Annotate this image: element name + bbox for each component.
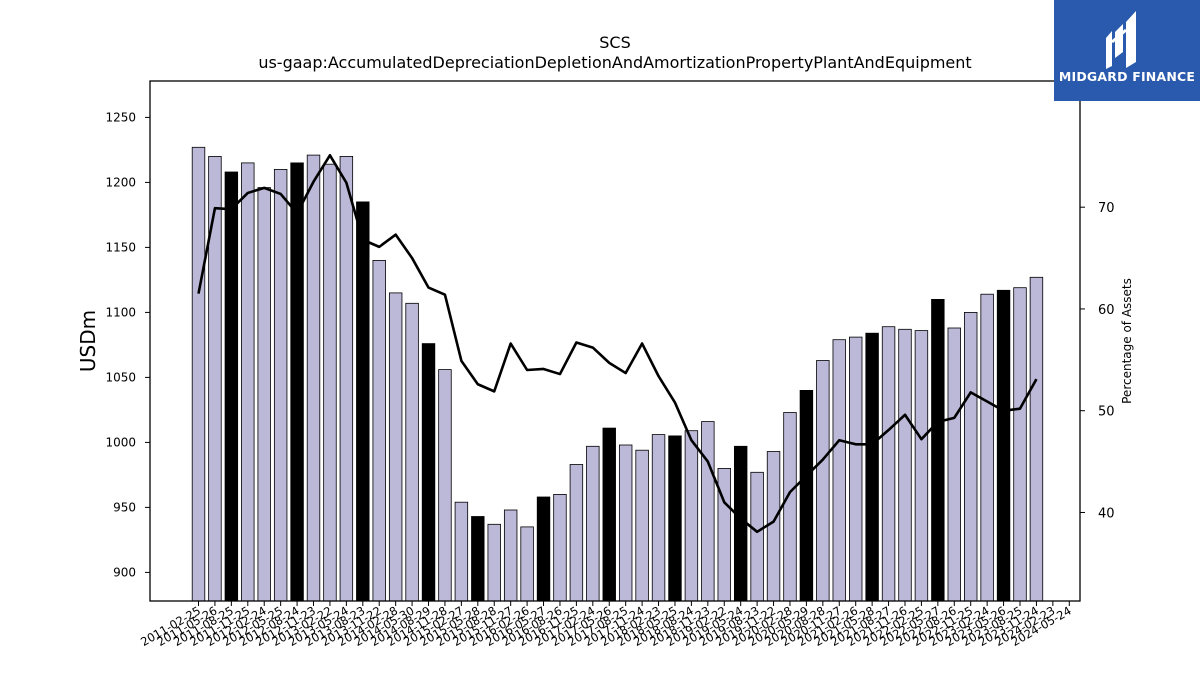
bar-2018-05-25 — [668, 435, 682, 602]
y-tick-label-1000: 1000 — [105, 435, 136, 449]
bar-2015-11-27 — [503, 509, 518, 602]
bar-2016-02-26 — [520, 526, 534, 602]
bar-2013-05-24 — [339, 155, 354, 602]
logo-icon — [1106, 11, 1136, 69]
bar-2020-08-28 — [816, 360, 830, 602]
y2-tick-label-50: 50 — [1098, 405, 1115, 420]
bar-2016-11-25 — [569, 464, 584, 602]
bar-2016-05-27 — [536, 496, 551, 602]
bar-2023-11-24 — [1029, 276, 1044, 602]
bar-2023-08-25 — [1013, 287, 1027, 602]
bar-2013-02-22 — [323, 163, 337, 602]
bar-2022-08-26 — [947, 327, 961, 602]
y2-axis-label: Percentage of Assets — [1120, 278, 1134, 404]
y-axis-label: USDm — [76, 310, 100, 372]
bar-2012-11-23 — [306, 154, 321, 602]
chart-title: SCS — [599, 33, 631, 52]
bar-2014-08-29 — [421, 343, 436, 602]
bar-2017-08-25 — [618, 444, 633, 602]
bar-2020-11-27 — [832, 339, 846, 602]
bar-2015-05-28 — [471, 516, 485, 602]
bar-2017-02-24 — [586, 445, 600, 602]
y-tick-label-1200: 1200 — [105, 175, 136, 189]
bar-2011-05-26 — [208, 155, 222, 602]
chart-subtitle: us-gaap:AccumulatedDepreciationDepletion… — [258, 53, 972, 72]
bar-2019-08-23 — [750, 471, 764, 602]
x-axis: 2011-02-252011-05-262011-08-252011-11-25… — [138, 601, 1074, 649]
bar-2018-02-23 — [651, 434, 666, 602]
bar-2014-02-28 — [388, 292, 403, 602]
bar-2022-11-25 — [964, 311, 978, 602]
bar-2015-08-28 — [487, 523, 501, 602]
percentage-line — [197, 153, 1038, 534]
bar-2021-08-27 — [881, 326, 896, 602]
y2-tick-label-40: 40 — [1098, 506, 1115, 521]
bar-2011-02-25 — [191, 146, 206, 602]
y2-tick-label-70: 70 — [1098, 201, 1115, 216]
bar-2012-05-25 — [273, 168, 288, 602]
bar-2011-11-25 — [241, 162, 255, 602]
y-tick-label-1250: 1250 — [105, 110, 136, 124]
bar-2013-08-23 — [356, 201, 370, 602]
y2-tick-label-60: 60 — [1098, 303, 1115, 318]
bar-series — [191, 146, 1044, 602]
bar-2017-05-26 — [602, 427, 616, 602]
y-tick-label-1100: 1100 — [105, 305, 136, 319]
bar-2014-11-28 — [438, 369, 452, 602]
right-axis: 40 50 60 70 — [1080, 201, 1115, 521]
y-tick-label-1150: 1150 — [105, 240, 136, 254]
bar-2014-05-30 — [405, 302, 419, 602]
y-tick-label-900: 900 — [113, 565, 136, 579]
bar-2019-11-22 — [766, 451, 781, 602]
bar-2021-02-26 — [849, 336, 863, 602]
plot-frame — [149, 80, 1081, 602]
bar-2023-02-24 — [980, 293, 994, 602]
bar-2017-11-24 — [635, 449, 649, 602]
bar-2021-11-26 — [898, 328, 912, 602]
bar-2021-05-28 — [865, 332, 879, 602]
bar-2012-08-24 — [290, 162, 304, 602]
line-series-layer — [197, 153, 1038, 534]
bar-2015-02-27 — [454, 501, 469, 602]
bar-2011-08-25 — [224, 171, 239, 602]
bar-2016-08-26 — [553, 493, 567, 602]
bar-2018-11-23 — [701, 421, 715, 602]
bar-2012-02-24 — [257, 187, 271, 602]
bar-2022-05-27 — [931, 298, 945, 602]
bar-2022-02-25 — [914, 330, 929, 602]
bar-2020-02-28 — [783, 412, 797, 602]
y-tick-label-950: 950 — [113, 500, 136, 514]
y-tick-label-1050: 1050 — [105, 370, 136, 384]
logo-text: MIDGARD FINANCE — [1058, 69, 1196, 84]
bar-2023-05-26 — [996, 289, 1011, 602]
bar-2018-08-24 — [684, 430, 699, 602]
left-axis: 900 950 1000 1050 1100 1150 1200 1250 — [105, 110, 150, 579]
bar-2020-05-29 — [799, 389, 814, 602]
bar-2013-11-22 — [372, 259, 386, 602]
midgard-finance-logo: MIDGARD FINANCE — [1054, 0, 1200, 101]
